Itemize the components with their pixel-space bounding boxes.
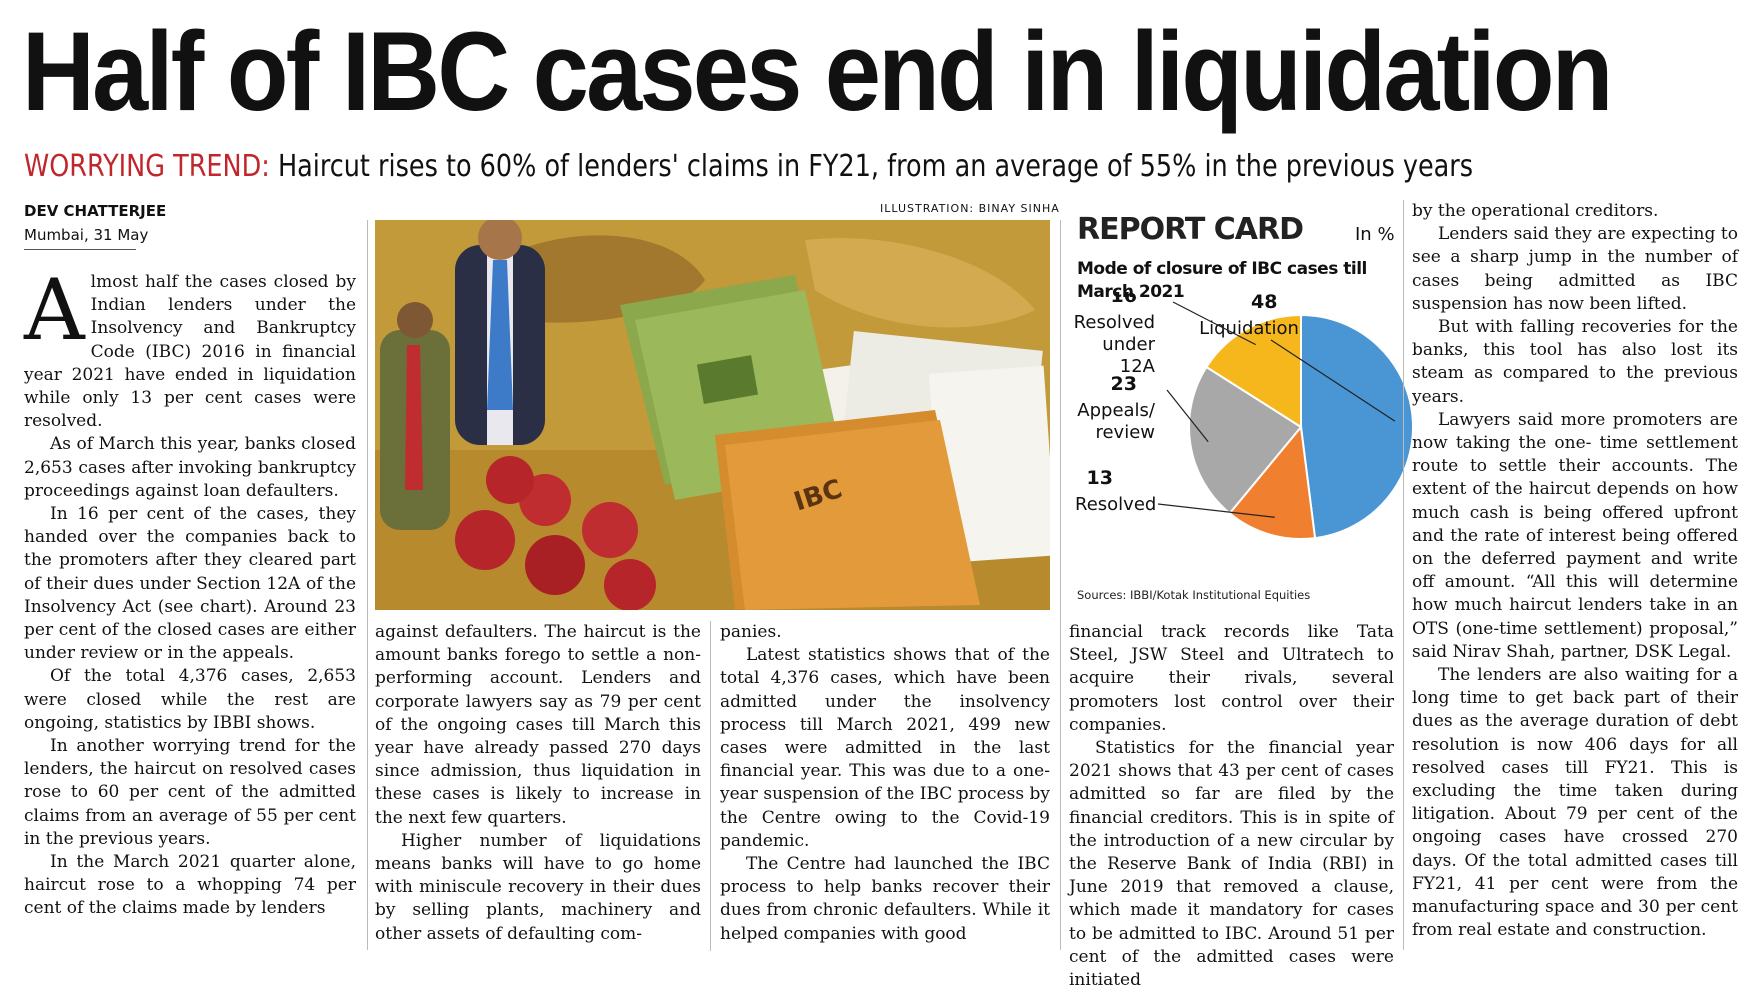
slice-value-label: 23 (1111, 373, 1137, 395)
paragraph: In another worrying trend for the lender… (24, 736, 356, 849)
byline: DEV CHATTERJEE (24, 202, 167, 220)
pie-slice-liquidation (1300, 313, 1413, 540)
slice-value-label: 13 (1087, 467, 1113, 489)
slice-category-label: 12A (1120, 356, 1156, 377)
article-column-2: against defaulters. The haircut is the a… (375, 621, 701, 946)
deck-kicker: WORRYING TREND: (24, 149, 270, 184)
pie-chart: 48 Liquidation 13 Resolved 23 Appeals/review 1… (1074, 292, 1413, 540)
illustration: IBC (375, 220, 1050, 610)
illustration-credit: ILLUSTRATION: BINAY SINHA (880, 202, 1060, 215)
paragraph: Statistics for the financial year 2021 s… (1069, 738, 1394, 991)
article-column-5: by the operational creditors. Lenders sa… (1412, 200, 1738, 943)
slice-category-label: Liquidation (1199, 318, 1299, 339)
paragraph: As of March this year, banks closed 2,65… (24, 434, 356, 501)
slice-value-label: 16 (1111, 292, 1137, 307)
pie-slice-resolved (1228, 424, 1317, 540)
paragraph: against defaulters. The haircut is the a… (375, 622, 701, 828)
pie-slice-resolved-under-12a (1205, 313, 1302, 429)
leader-line (1166, 389, 1209, 443)
ibc-folder: IBC (715, 410, 980, 610)
column-divider (1060, 220, 1061, 950)
chart-subtitle: Mode of closure of IBC cases till March … (1077, 259, 1367, 302)
second-figure (380, 302, 450, 530)
chart-source: Sources: IBBI/Kotak Institutional Equiti… (1077, 588, 1311, 602)
paragraph: Lawyers said more promoters are now taki… (1412, 409, 1738, 662)
slice-category-label: under (1102, 334, 1155, 355)
headline: Half of IBC cases end in liquidation (22, 9, 1613, 134)
deck-text: Haircut rises to 60% of lenders' claims … (269, 149, 1474, 184)
paragraph: by the operational creditors. (1412, 201, 1659, 221)
paragraph: In the March 2021 quarter alone, haircut… (24, 852, 356, 919)
paragraph: Of the total 4,376 cases, 2,653 were clo… (24, 666, 356, 733)
slice-value-label: 48 (1251, 292, 1277, 313)
column-divider (1403, 200, 1404, 950)
leader-line (1172, 301, 1256, 346)
paragraph: lmost half the cases closed by Indian le… (24, 272, 356, 432)
article-column-1: A lmost half the cases closed by Indian … (24, 261, 356, 921)
leader-line (1157, 503, 1275, 518)
slice-category-label: Appeals/ (1077, 400, 1156, 421)
drop-cap: A (24, 261, 85, 359)
paragraph: Higher number of liquidations means bank… (375, 830, 701, 944)
money-bags (455, 456, 656, 610)
pie-slice-appeals-review (1188, 365, 1303, 515)
deck: WORRYING TREND: Haircut rises to 60% of … (24, 148, 1473, 186)
paragraph: panies. (720, 622, 782, 642)
column-divider (367, 220, 368, 950)
paragraph: But with falling recoveries for the bank… (1412, 317, 1738, 407)
byline-rule (24, 249, 136, 250)
column-divider (710, 621, 711, 951)
paragraph: The Centre had launched the IBC process … (720, 854, 1050, 944)
slice-category-label: Resolved (1074, 312, 1155, 333)
slice-category-label: review (1095, 422, 1155, 443)
report-card-title: REPORT CARD (1077, 212, 1304, 247)
paragraph: Latest statistics shows that of the tota… (720, 645, 1050, 851)
paragraph: The lenders are also waiting for a long … (1412, 665, 1738, 941)
dateline: Mumbai, 31 May (24, 226, 149, 244)
report-card-unit: In % (1355, 224, 1395, 245)
paragraph: Lenders said they are expecting to see a… (1412, 224, 1738, 314)
paragraph: financial track records like Tata Steel,… (1069, 622, 1394, 735)
paragraph: In 16 per cent of the cases, they handed… (24, 504, 356, 664)
report-card: REPORT CARD In % Mode of closure of IBC … (1073, 210, 1413, 610)
businessman-figure (455, 220, 545, 445)
article-column-3: panies. Latest statistics shows that of … (720, 621, 1050, 946)
slice-category-label: Resolved (1075, 494, 1156, 515)
leader-line (1270, 339, 1396, 422)
article-column-4: financial track records like Tata Steel,… (1069, 621, 1394, 992)
